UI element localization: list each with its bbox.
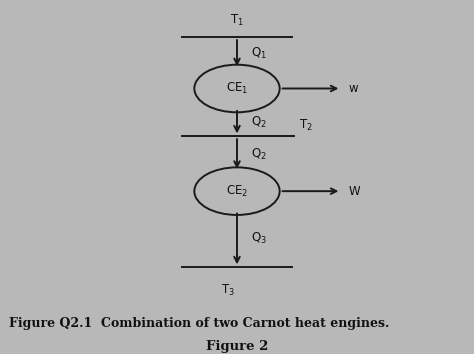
Text: CE$_2$: CE$_2$ [226,184,248,199]
Text: T$_3$: T$_3$ [220,283,235,298]
Text: Q$_3$: Q$_3$ [251,232,267,246]
Text: W: W [348,185,360,198]
Text: T$_2$: T$_2$ [299,118,312,133]
Text: Figure 2: Figure 2 [206,341,268,353]
Text: Q$_2$: Q$_2$ [251,115,267,130]
Text: CE$_1$: CE$_1$ [226,81,248,96]
Text: Q$_2$: Q$_2$ [251,147,267,161]
Text: w: w [348,82,358,95]
Text: Figure Q2.1  Combination of two Carnot heat engines.: Figure Q2.1 Combination of two Carnot he… [9,318,390,330]
Text: T$_1$: T$_1$ [230,13,244,28]
Text: Q$_1$: Q$_1$ [251,46,267,61]
